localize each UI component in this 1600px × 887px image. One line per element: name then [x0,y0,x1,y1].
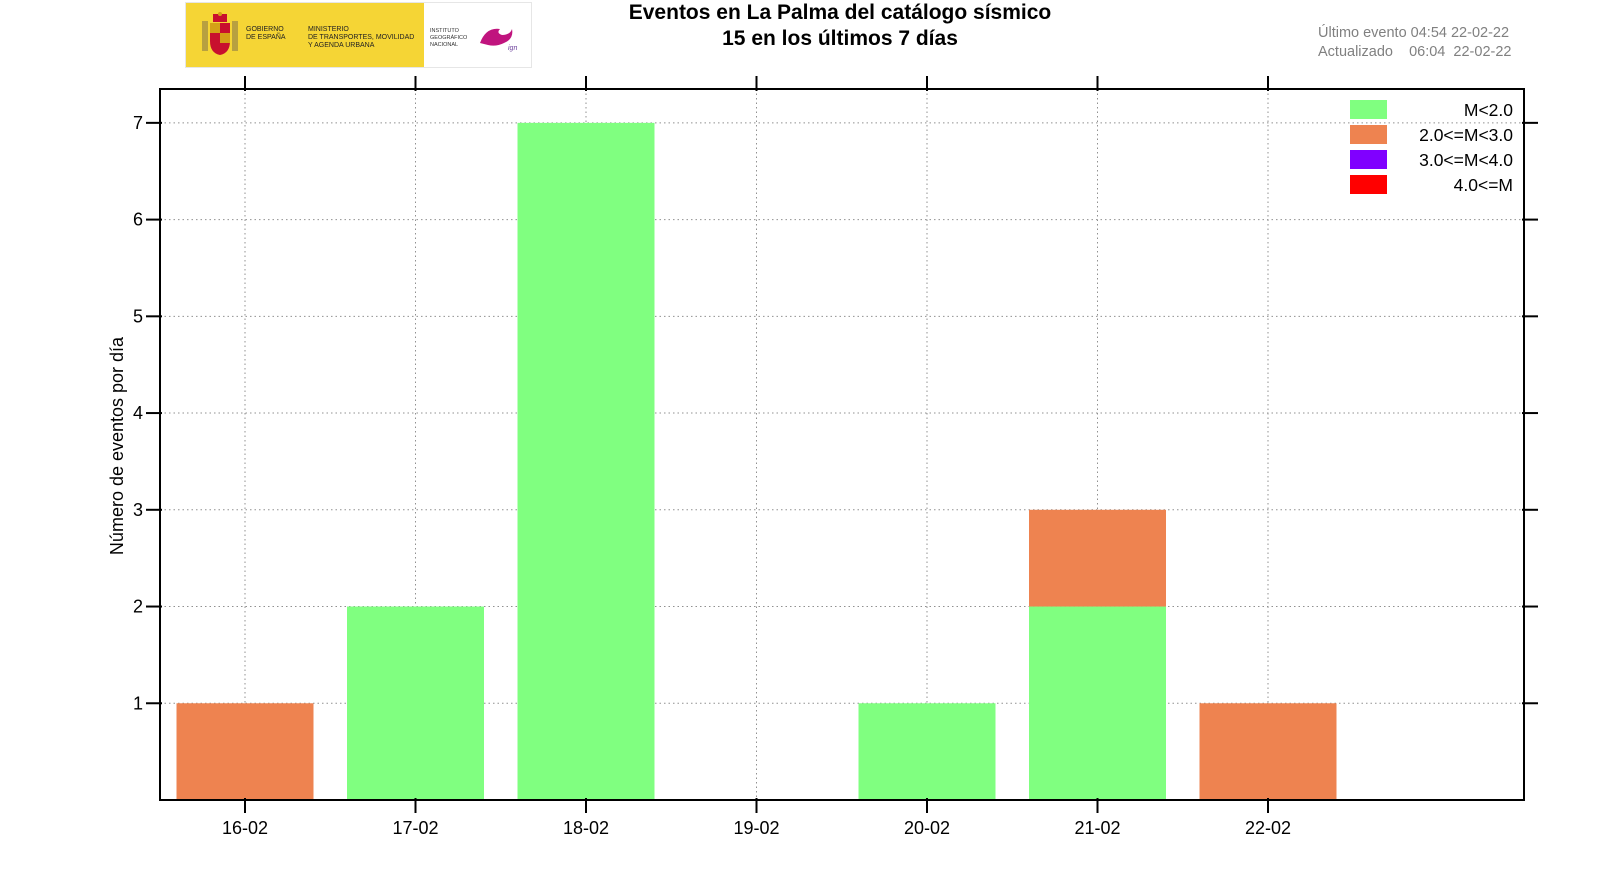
y-tick-label: 7 [133,113,143,133]
bar-17-02-series-0 [347,606,484,800]
y-tick-label: 4 [133,403,143,423]
y-tick-label: 2 [133,597,143,617]
x-tick-label: 21-02 [1074,818,1120,838]
ministerio-text: MINISTERIO DE TRANSPORTES, MOVILIDAD Y A… [308,26,415,49]
bar-20-02-series-0 [858,703,996,800]
legend-label: M<2.0 [1464,100,1513,120]
legend-label: 4.0<=M [1454,175,1513,195]
bar-18-02-series-0 [517,122,655,801]
legend-label: 2.0<=M<3.0 [1419,125,1513,145]
updated-text: Actualizado 06:04 22-02-22 [1318,44,1512,60]
y-tick-label: 6 [133,210,143,230]
y-tick-label: 3 [133,500,143,520]
bar-21-02-series-1 [1029,509,1166,607]
chart-title-block: Eventos en La Palma del catálogo sísmico… [560,0,1120,52]
update-info: Último evento 04:54 22-02-22 Actualizado… [1318,24,1511,62]
legend-swatch [1350,175,1387,194]
bar-21-02-series-0 [1029,606,1166,800]
ign-text: INSTITUTO GEOGRÁFICO NACIONAL [430,28,468,48]
x-tick-label: 17-02 [392,818,438,838]
ign-logo: INSTITUTO GEOGRÁFICO NACIONAL ign [424,3,531,67]
gobierno-logo: GOBIERNO DE ESPAÑA MINISTERIO DE TRANSPO… [186,3,424,67]
x-tick-label: 18-02 [563,818,609,838]
x-tick-label: 16-02 [222,818,268,838]
plot-frame [159,88,1525,801]
legend-swatch [1350,125,1387,144]
x-tick-label: 19-02 [733,818,779,838]
x-tick-label: 20-02 [904,818,950,838]
chart-title: Eventos en La Palma del catálogo sísmico [628,1,1052,24]
legend-swatch [1350,150,1387,169]
ign-mark-text: ign [508,45,517,52]
y-tick-label: 5 [133,306,143,326]
bar-22-02-series-1 [1199,703,1337,800]
y-axis-label: Número de eventos por día [107,336,127,555]
gobierno-text: GOBIERNO DE ESPAÑA [246,26,286,41]
chart-subtitle: 15 en los últimos 7 días [722,27,958,50]
ign-mark-icon: ign [480,28,517,52]
y-tick-label: 1 [133,693,143,713]
x-tick-label: 22-02 [1245,818,1291,838]
coat-of-arms-icon [202,12,238,55]
header-logo: GOBIERNO DE ESPAÑA MINISTERIO DE TRANSPO… [185,2,532,68]
bar-16-02-series-1 [176,703,314,800]
legend-label: 3.0<=M<4.0 [1419,150,1513,170]
legend-swatch [1350,100,1387,119]
last-event-text: Último evento 04:54 22-02-22 [1318,25,1510,41]
